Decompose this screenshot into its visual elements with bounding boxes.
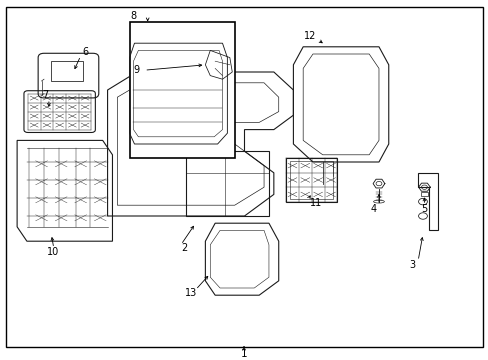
Bar xyxy=(420,192,427,196)
Text: 1: 1 xyxy=(240,348,247,359)
Text: 10: 10 xyxy=(46,247,59,257)
Text: 6: 6 xyxy=(82,47,88,57)
Text: 13: 13 xyxy=(184,288,197,298)
Text: 12: 12 xyxy=(304,31,316,41)
Bar xyxy=(289,161,333,199)
Text: 7: 7 xyxy=(42,90,48,100)
Text: 8: 8 xyxy=(130,11,136,21)
Text: 5: 5 xyxy=(421,204,427,214)
Text: 11: 11 xyxy=(309,198,322,208)
Text: 4: 4 xyxy=(370,204,376,214)
Bar xyxy=(285,158,337,202)
Text: 9: 9 xyxy=(133,65,139,75)
Bar xyxy=(51,61,83,81)
Bar xyxy=(146,108,195,130)
Text: 2: 2 xyxy=(182,243,187,253)
Text: 3: 3 xyxy=(408,260,414,270)
Bar xyxy=(129,22,234,158)
